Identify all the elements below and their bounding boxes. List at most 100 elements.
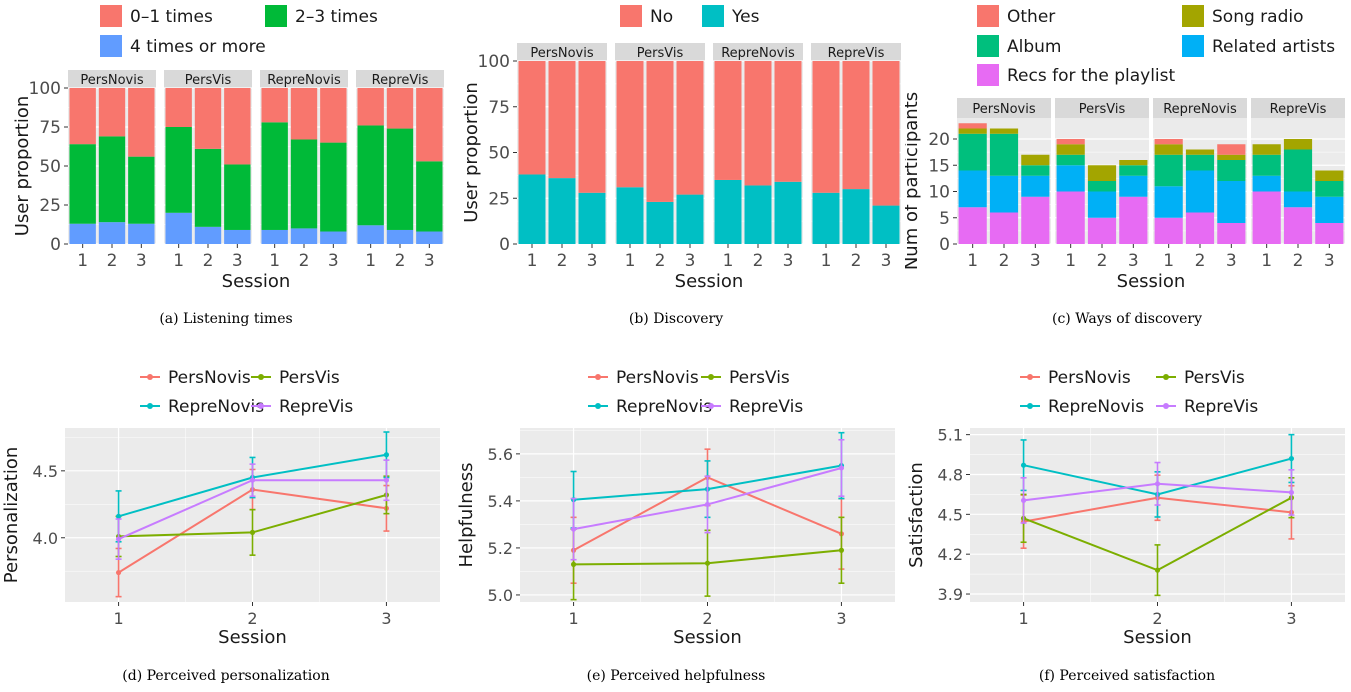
- bar-segment: [842, 61, 870, 190]
- bar-segment: [98, 136, 126, 223]
- legend-label: Yes: [731, 7, 760, 27]
- bar-segment: [261, 122, 288, 230]
- x-tick-label: 2: [999, 251, 1010, 271]
- x-tick-label: 2: [1152, 609, 1162, 628]
- x-axis-title: Session: [1117, 271, 1186, 292]
- bar-segment: [1056, 191, 1085, 244]
- chart-perceived-personalization: PersNovis PersVis RepreNovis RepreVis 4.0 4.5…: [1, 368, 440, 648]
- chart-perceived-satisfaction: PersNovis PersVis RepreNovis RepreVis 3.9 4.2…: [906, 368, 1345, 648]
- bar-segment: [357, 225, 384, 244]
- facet-label: RepreVis: [372, 73, 429, 88]
- data-point: [838, 465, 845, 471]
- bar-segment: [578, 61, 606, 193]
- data-point: [249, 477, 256, 483]
- y-tick-label: 4.5: [938, 505, 963, 524]
- caption-f: (f) Perceived satisfaction: [1038, 668, 1216, 684]
- legend-label: RepreVis: [279, 397, 353, 417]
- x-tick-label: 1: [113, 609, 123, 628]
- legend-label: Album: [1007, 37, 1061, 57]
- legend-label: PersNovis: [616, 368, 699, 388]
- y-tick-label: 50: [488, 144, 510, 164]
- x-axis-title: Session: [675, 271, 744, 292]
- bar-segment: [646, 201, 674, 244]
- legend-label: Recs for the playlist: [1007, 66, 1175, 86]
- y-tick-label: 4.0: [33, 529, 58, 548]
- bar-segment: [1283, 207, 1313, 244]
- y-axis-title: User proportion: [12, 96, 33, 237]
- legend-label: PersVis: [1184, 368, 1245, 388]
- caption-d: (d) Perceived personalization: [122, 668, 330, 684]
- bar-segment: [744, 185, 772, 244]
- legend-label: RepreVis: [1184, 397, 1258, 417]
- bar-segment: [518, 61, 546, 175]
- x-tick-label: 3: [1226, 251, 1237, 271]
- legend-label: 4 times or more: [130, 37, 266, 57]
- bar-segment: [714, 61, 742, 180]
- bar-segment: [989, 133, 1019, 176]
- legend-swatch: [1182, 5, 1204, 27]
- legend-swatch: [265, 5, 287, 27]
- bar-segment: [1315, 223, 1344, 244]
- y-tick-label: 15: [928, 156, 950, 176]
- bar-segment: [69, 144, 96, 224]
- caption-a: (a) Listening times: [159, 311, 293, 327]
- x-tick-label: 2: [107, 251, 118, 271]
- facet-label: PersVis: [185, 73, 232, 88]
- bar-segment: [548, 178, 576, 244]
- bar-segment: [1021, 196, 1050, 244]
- bar-segment: [1252, 175, 1281, 192]
- y-tick-label: 75: [488, 98, 510, 118]
- bar-segment: [958, 123, 987, 129]
- bar-segment: [842, 189, 870, 244]
- bar-segment: [1119, 175, 1148, 197]
- bar-segment: [69, 88, 96, 145]
- bar-segment: [989, 175, 1019, 213]
- data-point: [115, 536, 122, 542]
- bar-segment: [989, 128, 1019, 134]
- y-tick-label: 5.0: [488, 586, 513, 605]
- bar-segment: [416, 161, 443, 232]
- bar-segment: [261, 229, 288, 244]
- bar-segment: [1154, 154, 1183, 187]
- bar-segment: [320, 88, 347, 143]
- bar-segment: [812, 192, 840, 244]
- y-tick-label: 0: [499, 235, 510, 255]
- x-tick-label: 3: [136, 251, 147, 271]
- x-tick-label: 2: [299, 251, 310, 271]
- bar-segment: [1087, 191, 1117, 218]
- bar-segment: [1217, 144, 1246, 155]
- data-point: [1020, 497, 1027, 503]
- y-tick-label: 25: [39, 196, 61, 216]
- legend-swatch: [977, 5, 999, 27]
- bar-segment: [1021, 154, 1050, 166]
- y-tick-label: 100: [478, 52, 510, 72]
- bar-segment: [1185, 212, 1215, 244]
- legend-swatch: [702, 5, 724, 27]
- facet-strip: [713, 43, 803, 61]
- legend-key-point: [1163, 403, 1169, 409]
- facet-strip: [517, 43, 607, 61]
- legend-swatch: [620, 5, 642, 27]
- x-tick-label: 2: [1097, 251, 1108, 271]
- legend-label: PersVis: [729, 368, 790, 388]
- x-tick-label: 2: [655, 251, 666, 271]
- x-axis-title: Session: [673, 627, 742, 648]
- bar-segment: [958, 128, 987, 134]
- bar-segment: [1252, 191, 1281, 244]
- data-point: [1154, 567, 1161, 573]
- bar-segment: [578, 192, 606, 244]
- bar-segment: [872, 61, 900, 206]
- y-axis-title: Satisfaction: [906, 462, 927, 568]
- x-tick-label: 3: [1286, 609, 1296, 628]
- bar-segment: [357, 125, 384, 226]
- x-tick-label: 1: [967, 251, 978, 271]
- bar-segment: [320, 231, 347, 244]
- facet-label: RepreNovis: [267, 73, 341, 88]
- x-tick-label: 3: [587, 251, 598, 271]
- legend-key-point: [708, 403, 714, 409]
- x-tick-label: 1: [365, 251, 376, 271]
- bar-segment: [989, 212, 1019, 244]
- legend-label: PersNovis: [1048, 368, 1131, 388]
- x-tick-label: 2: [1195, 251, 1206, 271]
